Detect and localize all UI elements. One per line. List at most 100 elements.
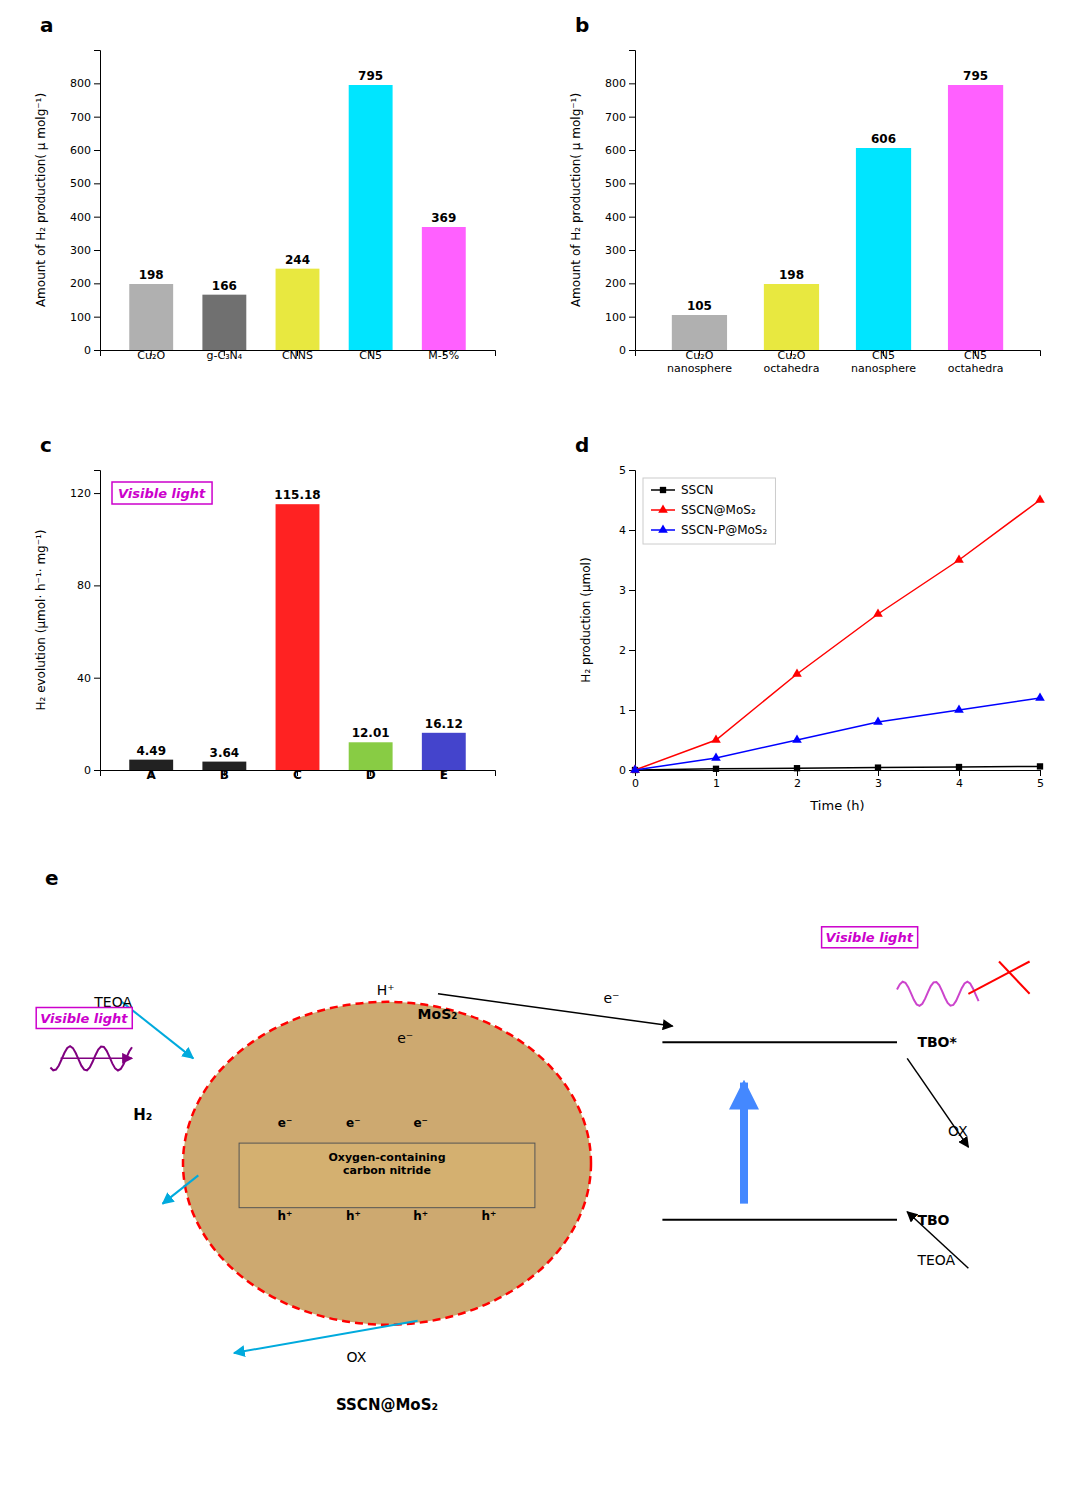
y-tick-label: 500	[605, 177, 626, 190]
y-tick: 300	[605, 244, 635, 257]
y-axis-label: Amount of H₂ production( μ molg⁻¹)	[569, 93, 583, 307]
panel: 04080120ABCDE4.493.64115.1812.0116.12Vis…	[34, 433, 496, 782]
bar	[202, 295, 246, 350]
y-tick: 100	[605, 311, 635, 324]
y-axis: 0100200300400500600700800	[70, 51, 101, 358]
y-axis-label: Amount of H₂ production( μ molg⁻¹)	[34, 93, 48, 307]
y-tick-label: 5	[619, 464, 626, 477]
y-tick-mark	[94, 117, 100, 118]
x-tick: E	[440, 768, 448, 782]
arrow	[907, 1212, 968, 1269]
y-axis: 04080120	[70, 471, 101, 778]
y-tick-label: 200	[605, 277, 626, 290]
annotation: h⁺	[413, 1209, 428, 1223]
annotation: e⁻	[603, 990, 619, 1006]
arrow	[61, 1058, 132, 1060]
energy-level	[662, 1041, 897, 1043]
y-tick-label: 100	[605, 311, 626, 324]
annotation-text: Visible light	[118, 486, 206, 501]
bar	[349, 85, 393, 350]
annotation-text: h⁺	[413, 1209, 428, 1223]
data-label: 198	[779, 268, 804, 282]
y-tick-label: 200	[70, 277, 91, 290]
data-labels: 4.493.64115.1812.0116.12	[136, 488, 462, 759]
arrow	[438, 994, 673, 1026]
y-tick-mark	[94, 83, 100, 84]
marker	[711, 752, 721, 760]
annotation-box	[822, 927, 918, 948]
annotation: e⁻	[397, 1030, 413, 1046]
bar	[276, 269, 320, 350]
shell-ring	[183, 1002, 591, 1325]
y-tick-label: 700	[605, 111, 626, 124]
x-tick: Cu₂Onanosphere	[667, 349, 732, 375]
y-tick-label: 0	[619, 764, 626, 777]
y-tick-label: 800	[605, 77, 626, 90]
data-label: 198	[139, 268, 164, 282]
y-tick-label: 500	[70, 177, 91, 190]
x-tick: M-5%	[428, 349, 459, 362]
y-tick: 120	[70, 487, 100, 500]
y-tick-label: 400	[605, 211, 626, 224]
legend-marker	[660, 487, 666, 493]
x-tick: 3	[875, 770, 882, 790]
plot-area	[672, 85, 1003, 350]
annotation-text: e⁻	[397, 1030, 413, 1046]
annotation: Oxygen-containingcarbon nitride	[328, 1150, 445, 1176]
y-tick-mark	[94, 150, 100, 151]
data-label: 166	[212, 279, 237, 293]
annotation: e⁻	[346, 1116, 360, 1130]
y-tick-mark	[629, 150, 635, 151]
annotation-text: H₂	[133, 1106, 152, 1124]
plot-area	[630, 494, 1045, 773]
annotation: OX	[948, 1123, 968, 1139]
y-tick: 500	[70, 177, 100, 190]
x-tick-label: 1	[713, 777, 720, 790]
y-tick: 200	[70, 277, 100, 290]
annotation-text: e⁻	[413, 1116, 427, 1130]
annotation-box	[36, 1008, 132, 1029]
cross-line	[999, 962, 1030, 994]
x-tick: Cu₂O	[137, 349, 165, 362]
y-tick: 5	[619, 464, 635, 477]
x-axis: 012345	[632, 770, 1044, 790]
x-tick-mark	[878, 770, 879, 776]
annotation: e⁻	[413, 1116, 427, 1130]
data-label: 3.64	[210, 746, 240, 760]
marker	[794, 765, 800, 771]
panel-label: c	[40, 433, 52, 457]
panel: 0100200300400500600700800Cu₂Og-C₃N₄CNNSC…	[34, 13, 496, 362]
annotation-text: TBO*	[917, 1034, 957, 1050]
y-tick: 3	[619, 584, 635, 597]
y-tick: 600	[605, 144, 635, 157]
legend-box	[643, 478, 775, 544]
y-tick-label: 0	[619, 344, 626, 357]
line	[635, 698, 1040, 770]
x-tick: B	[220, 768, 229, 782]
axis-line	[636, 771, 1041, 777]
y-tick-label: 0	[84, 764, 91, 777]
marker	[954, 704, 964, 712]
y-tick-mark	[629, 250, 635, 251]
legend-label: SSCN	[681, 483, 714, 497]
legend: SSCNSSCN@MoS₂SSCN-P@MoS₂	[643, 478, 775, 544]
marker	[956, 764, 962, 770]
annotation-text: SSCN@MoS₂	[336, 1396, 438, 1414]
legend-marker	[658, 504, 668, 512]
x-tick: CNNS	[282, 349, 313, 362]
x-axis-label: Time (h)	[809, 798, 864, 813]
x-tick-label: Cu₂Ooctahedra	[764, 349, 820, 375]
data-label: 369	[431, 211, 456, 225]
x-tick-mark	[959, 770, 960, 776]
core-box	[239, 1143, 535, 1208]
y-tick-label: 40	[77, 672, 91, 685]
y-tick-label: 0	[84, 344, 91, 357]
annotation: h⁺	[278, 1209, 293, 1223]
annotation: OX	[347, 1349, 367, 1365]
x-tick-label: 3	[875, 777, 882, 790]
y-tick-mark	[94, 283, 100, 284]
marker	[711, 734, 721, 742]
x-tick-label: D	[366, 768, 376, 782]
bar	[129, 284, 173, 350]
y-tick-mark	[94, 350, 100, 351]
